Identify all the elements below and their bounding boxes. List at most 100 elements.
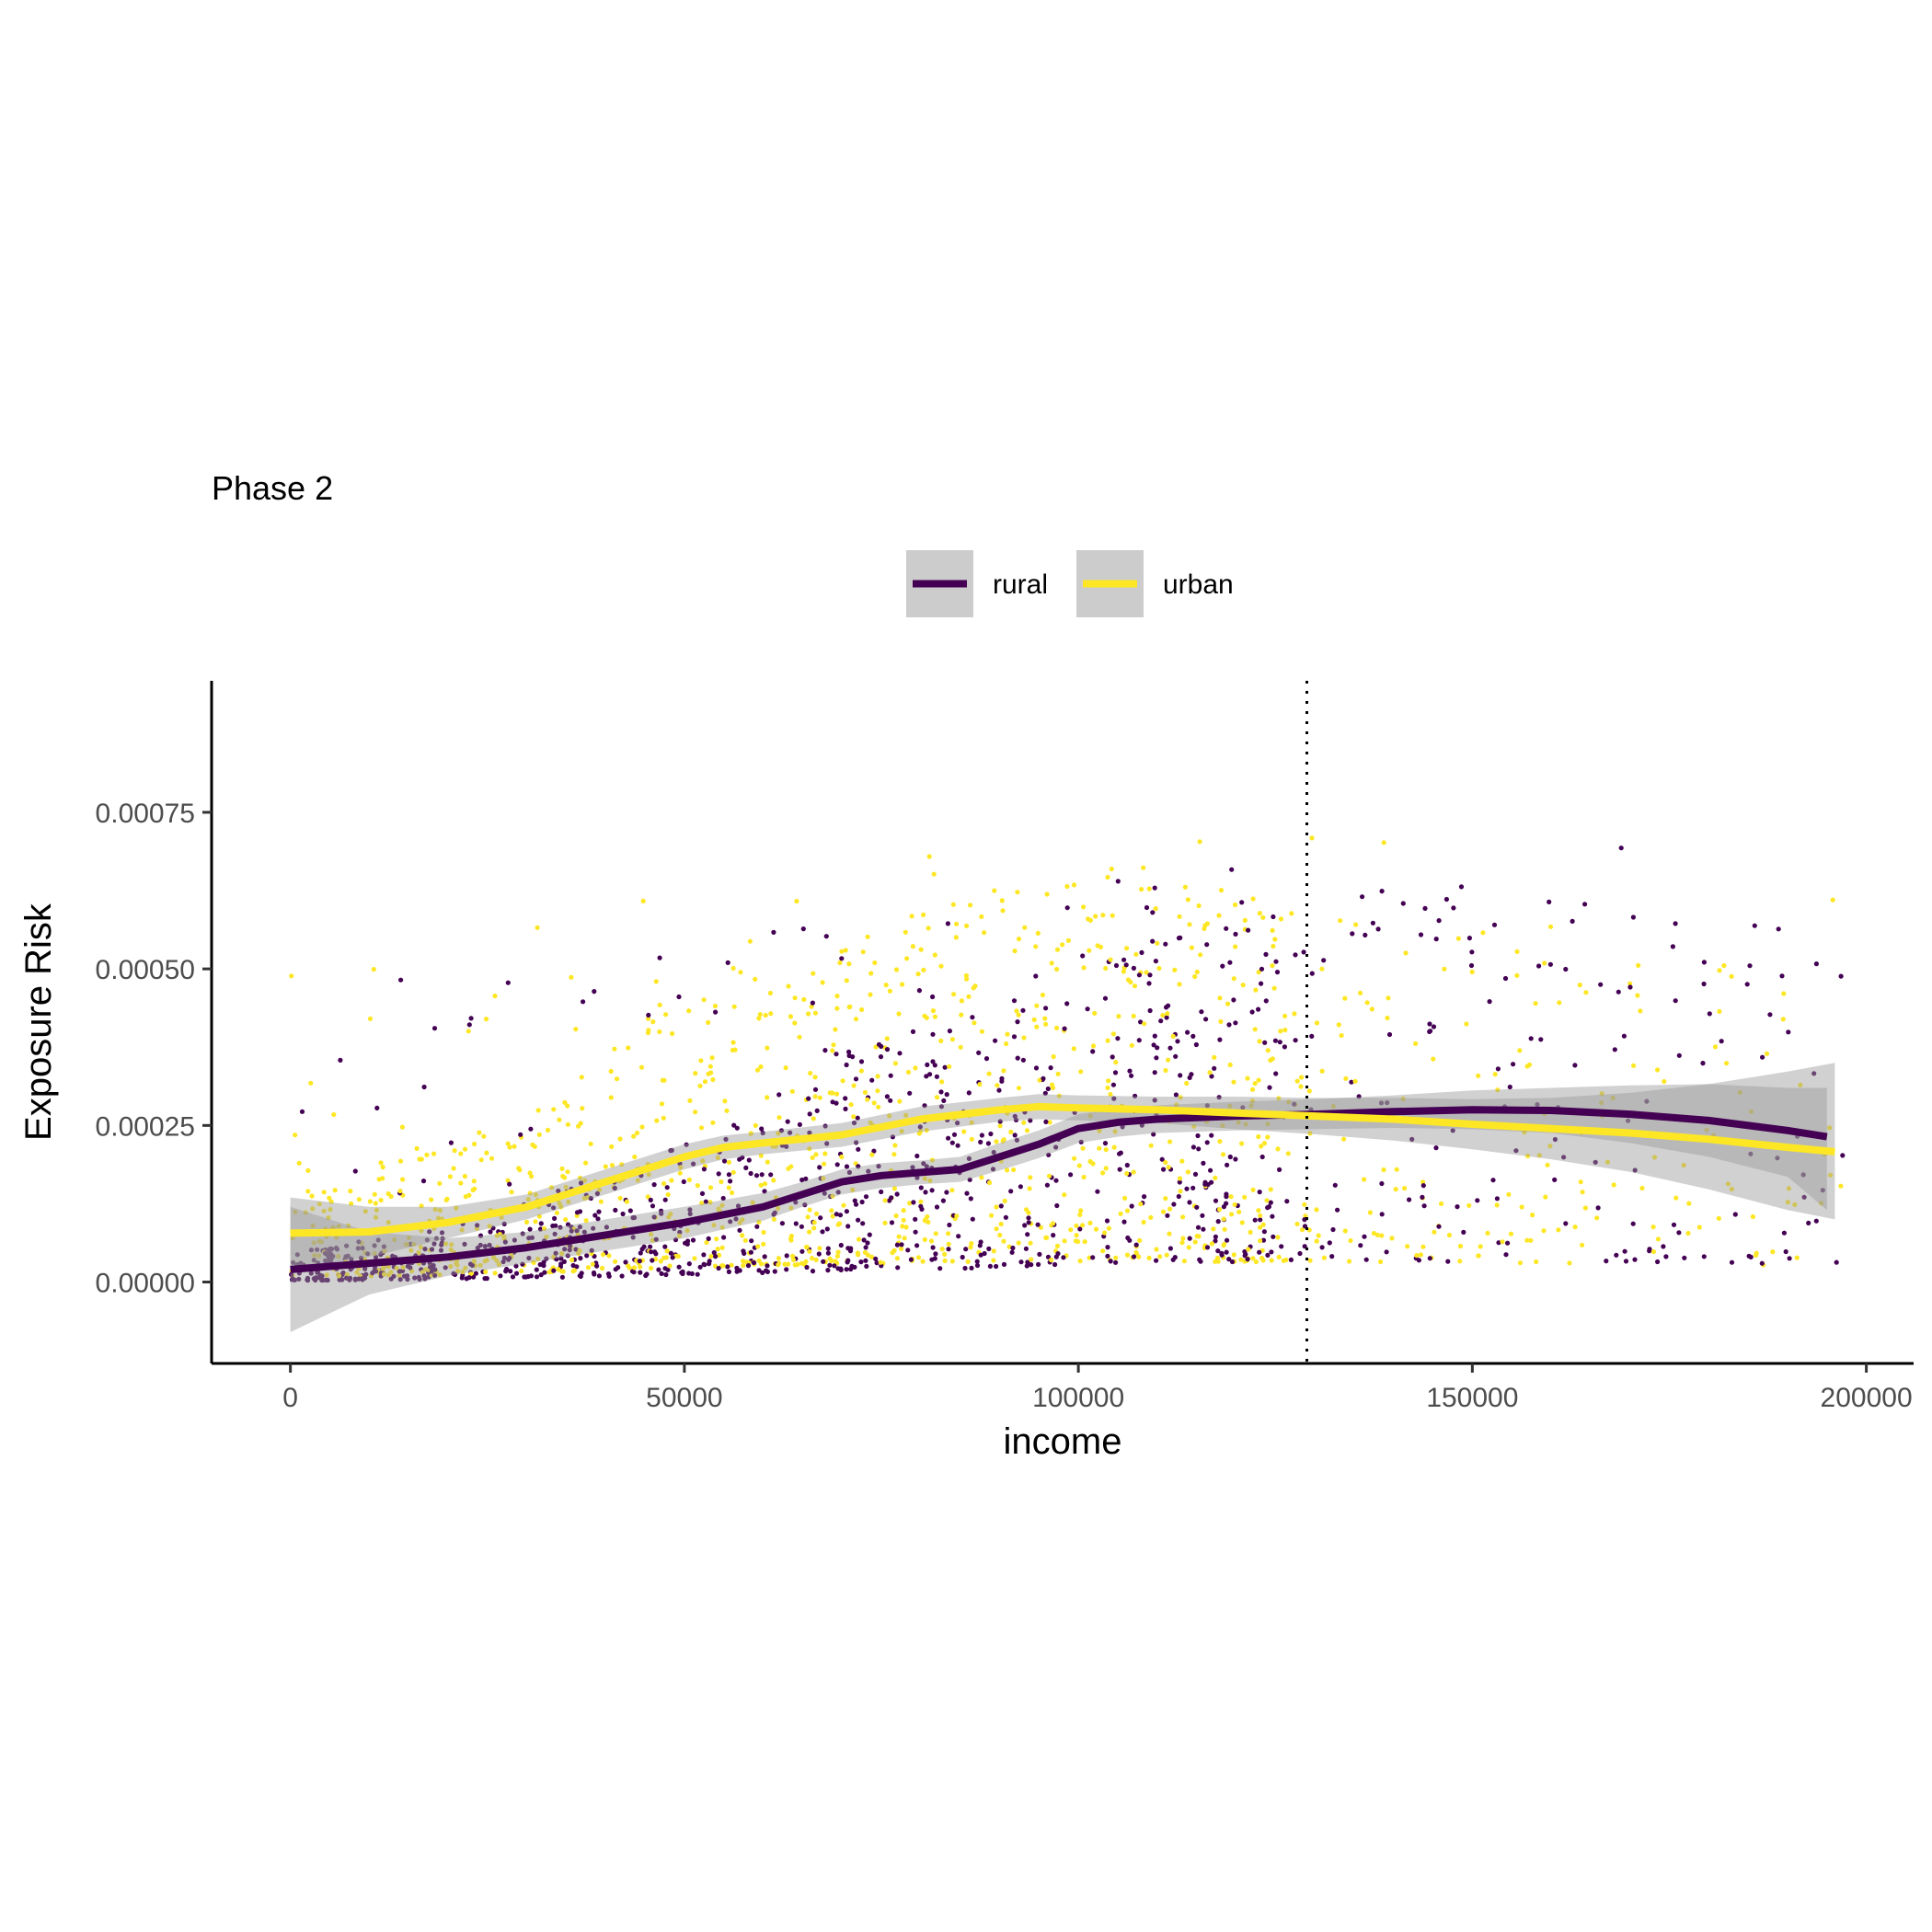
scatter-point [813,1211,820,1216]
scatter-point [1288,1257,1294,1262]
scatter-point [460,1269,466,1274]
scatter-point [1045,1086,1051,1092]
scatter-point [336,1254,341,1259]
scatter-point [946,1241,951,1247]
scatter-point [1673,1195,1679,1201]
scatter-point [1028,1240,1033,1246]
scatter-point [473,1271,479,1276]
scatter-point [1105,1085,1110,1090]
scatter-point [443,1241,449,1247]
scatter-point [323,1277,329,1282]
scatter-point [1676,1230,1682,1236]
scatter-point [535,1108,541,1113]
scatter-point [1047,1120,1052,1125]
scatter-point [1034,1024,1040,1029]
scatter-point [969,1265,974,1271]
scatter-point [1286,1099,1292,1105]
scatter-point [1213,1175,1218,1180]
scatter-point [719,1225,725,1230]
scatter-point [1196,1234,1202,1239]
scatter-point [969,1241,974,1247]
scatter-point [1236,1120,1241,1125]
scatter-point [1701,1254,1707,1259]
scatter-point [762,1254,767,1259]
scatter-point [1386,1031,1393,1038]
scatter-point [354,1270,360,1275]
scatter-point [1536,963,1542,969]
scatter-point [1178,1073,1183,1078]
scatter-point [1384,1249,1389,1255]
scatter-point [811,1225,817,1231]
scatter-point [756,1219,762,1225]
scatter-point [838,1267,844,1272]
scatter-point [851,1120,857,1126]
scatter-point [907,1201,913,1206]
scatter-point [805,1214,811,1220]
scatter-point [924,1127,929,1133]
scatter-point [1547,924,1554,929]
scatter-point [1259,981,1264,986]
scatter-point [914,1153,920,1159]
scatter-point [1045,1254,1052,1259]
scatter-point [1632,1167,1638,1173]
scatter-point [1233,1020,1238,1026]
scatter-point [1663,1254,1669,1259]
scatter-point [930,1008,937,1014]
scatter-point [520,1261,525,1267]
scatter-point [822,1190,827,1196]
scatter-point [1283,1257,1289,1263]
scatter-point [1231,997,1236,1003]
scatter-point [437,1271,443,1278]
scatter-point [1122,1195,1128,1201]
scatter-point [792,1020,798,1026]
scatter-point [1175,1039,1180,1044]
scatter-point [887,1113,892,1119]
scatter-point [1136,972,1142,978]
scatter-point [397,1158,404,1164]
scatter-point [392,1236,397,1243]
scatter-point [532,1144,537,1149]
scatter-point [1342,995,1348,1001]
scatter-point [469,1262,475,1268]
scatter-point [731,1004,737,1009]
scatter-point [1285,1151,1291,1156]
scatter-point [397,1189,403,1194]
scatter-point [816,1251,822,1257]
scatter-point [1464,1021,1469,1027]
scatter-point [1604,1259,1609,1264]
scatter-point [1407,1197,1412,1202]
scatter-point [1385,1015,1390,1021]
scatter-point [1787,1256,1792,1261]
scatter-point [721,1235,727,1240]
scatter-point [878,1054,884,1060]
scatter-point [954,921,960,926]
scatter-point [762,1189,767,1194]
scatter-point [844,1267,849,1272]
scatter-point [1005,1031,1010,1037]
scatter-point [684,1241,690,1247]
scatter-point [961,1129,967,1134]
scatter-point [670,1255,675,1260]
scatter-point [505,1178,511,1183]
scatter-point [1673,998,1678,1004]
scatter-point [956,1234,961,1239]
scatter-point [1203,1017,1209,1022]
scatter-point [1115,1036,1121,1041]
scatter-point [1087,1113,1093,1119]
scatter-point [1729,1259,1735,1265]
scatter-point [380,1165,385,1170]
scatter-point [648,1244,653,1249]
scatter-point [1418,1252,1423,1258]
scatter-point [945,921,950,926]
scatter-point [1192,1171,1199,1177]
scatter-point [578,1256,583,1261]
scatter-point [645,1194,650,1200]
scatter-point [659,1101,665,1107]
scatter-point [420,1270,425,1275]
scatter-point [863,1245,868,1250]
scatter-point [562,1175,568,1180]
scatter-point [1737,1089,1742,1095]
scatter-point [1630,1221,1636,1226]
scatter-point [1036,1261,1041,1267]
scatter-point [1557,1000,1562,1006]
